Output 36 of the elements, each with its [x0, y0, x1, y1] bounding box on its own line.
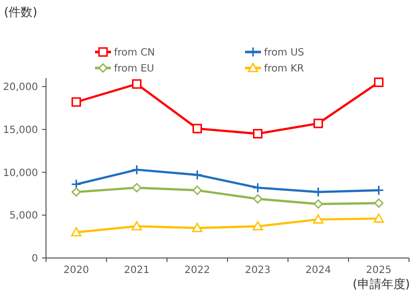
x-tick-label: 2020 — [64, 265, 89, 276]
x-tick-label: 2021 — [124, 265, 150, 276]
point — [314, 199, 323, 209]
point — [253, 128, 262, 138]
legend-label: from KR — [264, 64, 304, 74]
y-tick-label: 10,000 — [3, 168, 38, 179]
x-tick-label: 2024 — [306, 265, 331, 276]
point — [132, 79, 142, 89]
legend-label: from EU — [114, 64, 154, 74]
point — [192, 222, 202, 232]
y-tick-label: 20,000 — [3, 82, 38, 94]
point — [192, 170, 202, 180]
y-tick-label: 5,000 — [9, 210, 38, 222]
point — [252, 221, 263, 230]
point — [72, 97, 81, 107]
point — [314, 118, 323, 128]
point — [71, 227, 82, 236]
x-tick-label: 2025 — [366, 265, 392, 276]
y-tick-label: 0 — [32, 254, 38, 264]
point — [374, 213, 384, 223]
point — [192, 186, 202, 195]
y-axis-title: (件数) — [4, 5, 38, 19]
x-tick-label: 2023 — [245, 265, 270, 276]
point — [72, 187, 81, 197]
point — [192, 124, 202, 134]
x-axis-title: (申請年度) — [352, 277, 410, 291]
legend-label: from US — [264, 48, 304, 58]
point — [132, 221, 142, 230]
point — [374, 198, 384, 208]
x-tick-label: 2022 — [184, 265, 210, 276]
point — [374, 78, 384, 88]
point — [132, 183, 142, 192]
y-tick-label: 15,000 — [3, 124, 38, 136]
legend-label: from CN — [114, 48, 155, 58]
point — [253, 194, 262, 204]
point — [313, 214, 324, 224]
